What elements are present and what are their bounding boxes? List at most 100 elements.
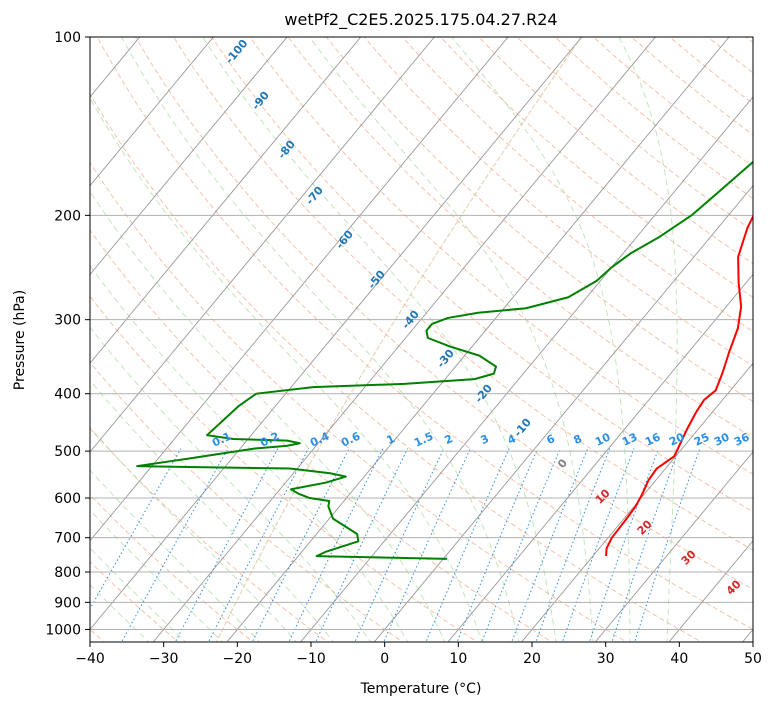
isotherm-line bbox=[226, 37, 730, 642]
mixing-ratio-label: 16 bbox=[643, 430, 663, 448]
x-tick-label: 50 bbox=[744, 651, 762, 667]
mixing-ratio-label: 20 bbox=[667, 430, 687, 448]
y-tick-label: 800 bbox=[54, 565, 81, 581]
isotherm-label: -100 bbox=[223, 37, 251, 67]
moist-adiabat-line bbox=[90, 469, 261, 642]
mixing-ratio-label: 10 bbox=[593, 430, 613, 448]
moist-adiabat-line bbox=[90, 509, 224, 642]
mixing-ratio-lines bbox=[90, 448, 701, 642]
moist-adiabat-line bbox=[90, 547, 187, 642]
mixing-ratio-label: 6 bbox=[545, 432, 558, 447]
isotherm-label: -70 bbox=[303, 184, 326, 208]
dry-adiabat-line bbox=[134, 37, 753, 590]
isotherm-label: -50 bbox=[365, 268, 388, 292]
x-tick-label: −10 bbox=[296, 651, 326, 667]
mixing-ratio-line bbox=[634, 448, 701, 642]
y-axis-ticks: 100 200 300 400 500 600 700 800 900 1000 bbox=[45, 30, 90, 638]
mixing-ratio-line bbox=[251, 448, 350, 642]
dry-adiabat-line bbox=[363, 37, 753, 367]
x-tick-label: 20 bbox=[523, 651, 541, 667]
y-tick-label: 500 bbox=[54, 444, 81, 460]
y-tick-label: 900 bbox=[54, 595, 81, 611]
isotherm-line bbox=[90, 37, 583, 631]
isotherm-line bbox=[447, 273, 753, 642]
isotherm-label: -40 bbox=[399, 308, 422, 332]
y-tick-label: 200 bbox=[54, 208, 81, 224]
isotherm-line bbox=[90, 37, 509, 542]
y-tick-label: 300 bbox=[54, 313, 81, 329]
zero-isotherm-label: 0 bbox=[555, 456, 570, 470]
dry-adiabat-line bbox=[401, 37, 753, 332]
isotherm-line bbox=[520, 362, 753, 642]
dry-adiabat-line bbox=[173, 37, 753, 551]
isotherm-label: -60 bbox=[333, 228, 356, 252]
x-axis-label: Temperature (°C) bbox=[360, 681, 482, 697]
y-tick-label: 700 bbox=[54, 531, 81, 547]
mixing-ratio-label: 36 bbox=[732, 430, 752, 448]
sounding-line bbox=[605, 214, 753, 557]
plot-frame bbox=[89, 36, 754, 643]
mixing-ratio-line bbox=[511, 448, 589, 642]
mixing-ratio-line bbox=[588, 448, 660, 642]
mixing-ratio-label: 0.6 bbox=[339, 429, 362, 449]
isotherm-label: -80 bbox=[275, 138, 298, 162]
isotherm-line bbox=[90, 37, 288, 276]
adiabat-lines bbox=[90, 37, 753, 642]
mixing-ratio-label: 8 bbox=[572, 432, 584, 447]
moist-adiabat-line bbox=[90, 265, 409, 642]
isotherm-line bbox=[90, 37, 435, 453]
skewed-isotherm-lines bbox=[90, 37, 753, 642]
mixing-ratio-line bbox=[288, 448, 384, 642]
isotherm-label: -90 bbox=[249, 89, 272, 113]
dry-adiabat-line bbox=[325, 37, 753, 403]
dry-adiabat-line bbox=[249, 37, 753, 475]
pressure-gridlines bbox=[90, 37, 753, 630]
x-tick-label: 40 bbox=[670, 651, 688, 667]
dry-adiabat-line bbox=[90, 427, 329, 642]
mixing-ratio-line bbox=[121, 448, 229, 642]
theta-label: 10 bbox=[593, 486, 613, 506]
dry-adiabat-line bbox=[745, 37, 753, 44]
mixing-ratio-label: 2 bbox=[443, 432, 455, 447]
x-tick-label: −20 bbox=[223, 651, 253, 667]
mixing-ratio-line bbox=[90, 448, 182, 610]
mixing-ratio-line bbox=[425, 448, 510, 642]
x-tick-label: −30 bbox=[149, 651, 179, 667]
x-tick-label: 10 bbox=[449, 651, 467, 667]
mixing-ratio-line bbox=[535, 448, 611, 642]
isotherm-line bbox=[299, 96, 753, 642]
y-tick-label: 600 bbox=[54, 491, 81, 507]
mixing-ratio-label: 0.1 bbox=[210, 430, 233, 450]
dry-adiabat-line bbox=[90, 162, 628, 642]
isotherm-line bbox=[90, 37, 362, 364]
isotherm-line bbox=[90, 37, 214, 187]
mixing-ratio-line bbox=[207, 448, 310, 642]
y-axis-label: Pressure (hPa) bbox=[12, 290, 28, 390]
x-tick-label: 30 bbox=[597, 651, 615, 667]
dry-adiabat-line bbox=[440, 37, 753, 298]
mixing-ratio-line bbox=[561, 448, 635, 642]
mixing-ratio-line bbox=[456, 448, 539, 642]
isotherm-label: -30 bbox=[434, 347, 457, 371]
mixing-ratio-line bbox=[383, 448, 471, 642]
sounding-line bbox=[136, 160, 753, 560]
mixing-ratio-line bbox=[611, 448, 680, 642]
moist-adiabat-line bbox=[618, 37, 678, 642]
isotherm-line bbox=[668, 539, 753, 642]
moist-adiabat-line bbox=[90, 379, 335, 642]
isotherm-line bbox=[373, 184, 753, 642]
x-axis-ticks: −40 −30 −20 −10 0 10 20 30 40 50 bbox=[75, 642, 762, 667]
isotherm-label: -20 bbox=[472, 382, 495, 406]
mixing-ratio-line bbox=[315, 448, 409, 642]
dry-adiabat-line bbox=[287, 37, 753, 439]
dry-adiabat-line bbox=[668, 37, 753, 105]
isotherm-line bbox=[152, 37, 656, 642]
isotherm-label: -10 bbox=[511, 416, 534, 440]
x-tick-label: −40 bbox=[75, 651, 105, 667]
dry-adiabat-line bbox=[516, 37, 753, 232]
mixing-ratio-label: 30 bbox=[712, 430, 732, 448]
mixing-ratio-label: 13 bbox=[620, 430, 639, 448]
chart-title: wetPf2_C2E5.2025.175.04.27.R24 bbox=[284, 10, 557, 30]
moist-adiabat-line bbox=[202, 37, 557, 642]
